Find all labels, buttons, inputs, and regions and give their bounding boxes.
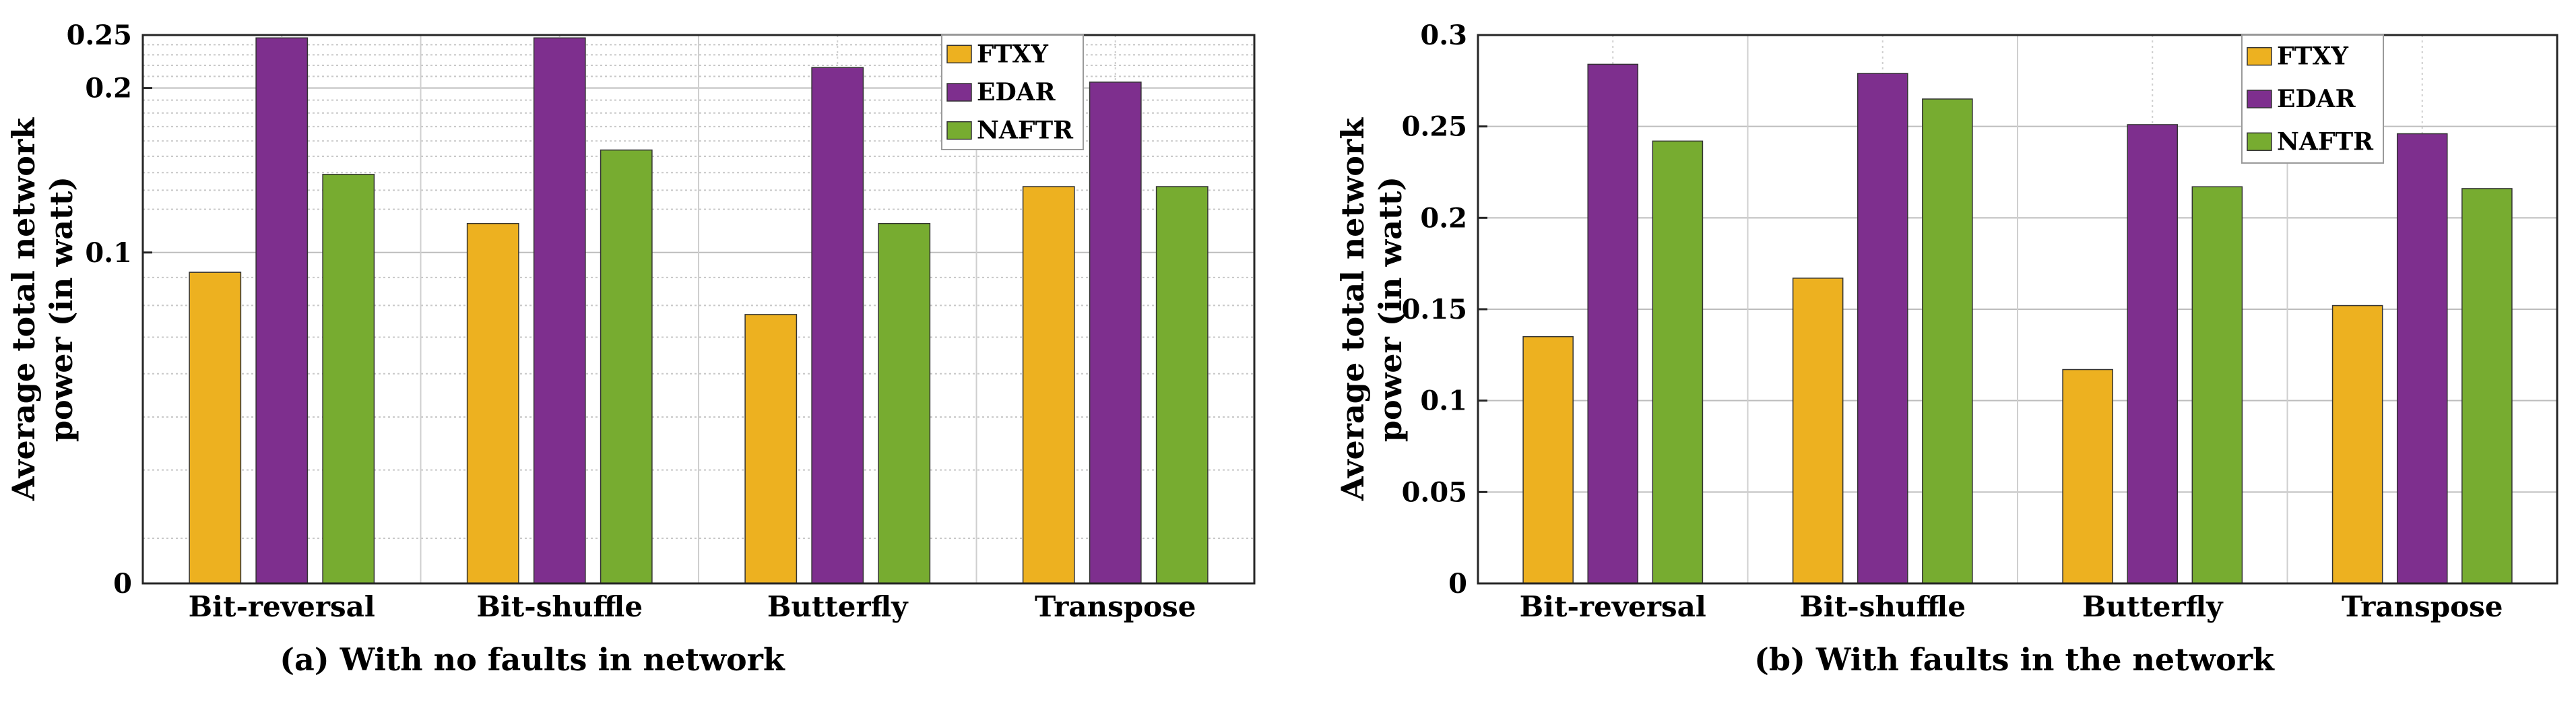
y-axis-label: Average total networkpower (in watt) <box>1334 117 1409 501</box>
bar-ftxy-bit-shuffle <box>466 222 519 584</box>
bar-edar-bit-shuffle <box>533 37 586 584</box>
legend: FTXY EDAR NAFTR <box>941 34 1084 150</box>
legend-swatch-edar <box>2247 90 2272 108</box>
bar-ftxy-butterfly <box>2062 369 2113 584</box>
x-tick-label: Bit-shuffle <box>1799 590 1966 623</box>
x-tick-label: Bit-shuffle <box>476 590 643 623</box>
bar-ftxy-butterfly <box>744 314 798 584</box>
legend-swatch-naftr <box>2247 132 2272 152</box>
legend-label-ftxy: FTXY <box>2277 42 2349 71</box>
chart-caption: (a) With no faults in network <box>280 641 785 678</box>
bar-edar-butterfly <box>811 67 864 584</box>
y-axis-label: Average total networkpower (in watt) <box>5 117 79 501</box>
x-tick-label: Bit-reversal <box>1520 590 1706 623</box>
chart-b: 0 0.05 0.1 0.15 0.2 0.25 0.3 Bit-reversal Bit-sh… <box>1334 20 2558 678</box>
bar-edar-butterfly <box>2127 124 2179 584</box>
bar-naftr-bit-shuffle <box>1922 98 1973 584</box>
y-axis-label-line: power (in watt) <box>1372 177 1409 442</box>
y-tick-label: 0.2 <box>85 73 132 104</box>
legend-label-edar: EDAR <box>2277 85 2356 113</box>
bar-edar-transpose <box>1089 82 1142 584</box>
y-tick-label: 0.2 <box>1420 202 1467 234</box>
bar-edar-bit-reversal <box>255 37 309 584</box>
legend-swatch-edar <box>946 83 972 102</box>
legend-label-ftxy: FTXY <box>977 40 1049 68</box>
axes-frame <box>141 34 1256 585</box>
bar-ftxy-transpose <box>2331 305 2383 584</box>
legend-label-naftr: NAFTR <box>2277 127 2374 156</box>
y-tick-label: 0 <box>1448 568 1467 600</box>
bar-ftxy-bit-shuffle <box>1792 278 1844 584</box>
y-tick-label: 0.15 <box>1402 294 1467 325</box>
x-tick-label: Transpose <box>1035 590 1196 623</box>
bar-naftr-butterfly <box>2191 186 2243 584</box>
y-tick-label: 0.25 <box>1402 111 1467 143</box>
x-tick-label: Butterfly <box>2082 590 2224 623</box>
y-tick-label: 0.1 <box>85 237 132 269</box>
legend-swatch-ftxy <box>2247 46 2272 66</box>
y-tick-label: 0.1 <box>1420 385 1467 417</box>
bar-edar-bit-shuffle <box>1857 73 1908 584</box>
bar-edar-bit-reversal <box>1587 63 1639 584</box>
y-tick-label: 0 <box>113 568 132 600</box>
legend-swatch-ftxy <box>946 44 972 64</box>
x-tick-label: Transpose <box>2342 590 2503 623</box>
bar-naftr-transpose <box>1155 186 1209 584</box>
y-axis-label-line: Average total network <box>5 117 42 501</box>
bar-naftr-bit-reversal <box>1652 140 1704 584</box>
y-tick-label: 0.25 <box>67 20 132 51</box>
bar-naftr-butterfly <box>878 222 931 584</box>
x-tick-label: Butterfly <box>767 590 909 623</box>
y-tick-label: 0.05 <box>1402 476 1467 508</box>
chart-caption: (b) With faults in the network <box>1754 641 2275 678</box>
x-tick-label: Bit-reversal <box>189 590 375 623</box>
bar-ftxy-bit-reversal <box>189 271 242 584</box>
bar-edar-transpose <box>2396 133 2448 584</box>
y-axis-label-line: Average total network <box>1334 117 1371 501</box>
bar-ftxy-transpose <box>1022 186 1075 584</box>
y-tick-label: 0.3 <box>1420 20 1467 51</box>
bar-naftr-bit-reversal <box>322 174 375 584</box>
legend: FTXY EDAR NAFTR <box>2241 34 2384 164</box>
legend-label-edar: EDAR <box>977 78 1056 106</box>
y-axis-label-line: power (in watt) <box>43 177 79 442</box>
chart-a: 0 0.1 0.2 0.25 Bit-reversal Bit-shuffle Butter… <box>5 20 1256 678</box>
bar-naftr-transpose <box>2461 188 2513 584</box>
legend-swatch-naftr <box>946 121 972 140</box>
bar-ftxy-bit-reversal <box>1522 335 1574 584</box>
bar-naftr-bit-shuffle <box>600 149 653 584</box>
legend-label-naftr: NAFTR <box>977 117 1074 145</box>
